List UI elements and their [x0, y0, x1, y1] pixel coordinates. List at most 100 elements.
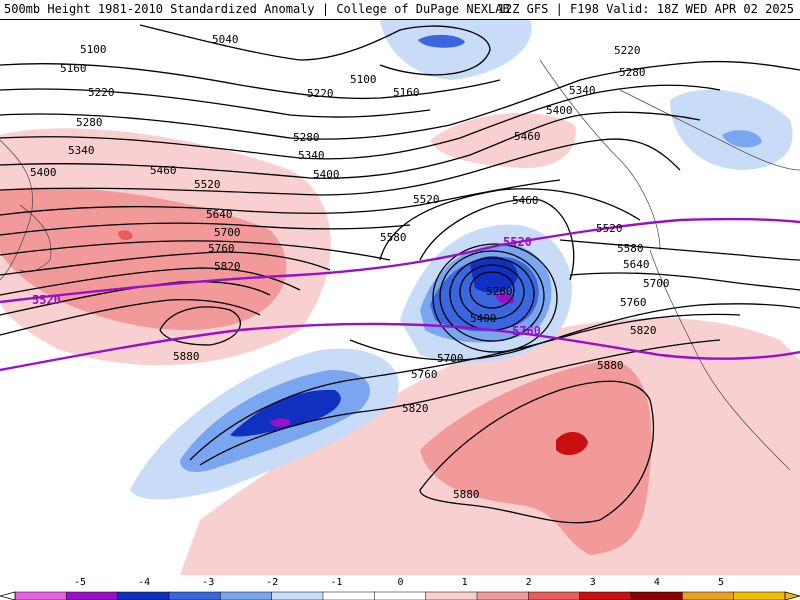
- colorbar-cell: [528, 591, 581, 600]
- purple-contour-5760: [0, 322, 800, 372]
- purple-contour-label: 5520: [503, 235, 532, 249]
- contour-east-5760: [189, 313, 741, 461]
- contour-5100: [0, 63, 501, 100]
- contour-5220: [0, 60, 800, 140]
- anomaly-negative-trough-center: [270, 418, 291, 427]
- contour-east-5640: [569, 272, 800, 291]
- contour-label: 5640: [623, 258, 650, 271]
- contour-label: 5160: [393, 86, 420, 99]
- low-ring-1: [469, 271, 515, 309]
- contour-label: 5400: [30, 166, 57, 179]
- contour-label: 5460: [150, 164, 177, 177]
- contour-label: 5880: [453, 488, 480, 501]
- contour-5040: [139, 24, 491, 76]
- contour-label: 5820: [402, 402, 429, 415]
- contour-east-5820: [199, 339, 721, 466]
- purple-contour-label: 5520: [32, 293, 61, 307]
- colorbar-cell: [220, 591, 273, 600]
- coastline-alaska: [539, 59, 661, 251]
- colorbar-cell: [168, 591, 222, 600]
- colorbar-cell: [374, 591, 427, 600]
- contour-label: 5640: [206, 208, 233, 221]
- contour-label: 5760: [208, 242, 235, 255]
- purple-labels: 5520 5520 5760: [32, 235, 541, 338]
- contour-east-5580: [559, 239, 800, 261]
- contour-label: 5220: [614, 44, 641, 57]
- contour-low-5460: [419, 198, 575, 281]
- colorbar-right-arrow: [784, 591, 800, 600]
- contour-5880-south: [419, 380, 655, 524]
- low-ring-5: [432, 243, 558, 353]
- contour-low-5520: [379, 188, 641, 261]
- anomaly-negative-gulf: [670, 89, 793, 170]
- contour-label: 5340: [298, 149, 325, 162]
- anomaly-negative-north-inner: [418, 34, 465, 48]
- contour-label: 5220: [307, 87, 334, 100]
- colorbar-cells: [14, 591, 786, 600]
- purple-contour-label: 5760: [512, 324, 541, 338]
- anomaly-map: 5040 5100 5160 5220 5280 5340 5400 5460 …: [0, 20, 800, 575]
- colorbar-tick-label: -3: [202, 577, 214, 588]
- colorbar-cell: [476, 591, 530, 600]
- colorbar-cell: [579, 591, 632, 600]
- model-run-info: 12Z GFS | F198 Valid: 18Z WED APR 02 202…: [497, 2, 794, 16]
- contour-label: 5520: [413, 193, 440, 206]
- contour-label: 5160: [60, 62, 87, 75]
- colorbar-cell: [733, 591, 786, 600]
- contour-label: 5700: [643, 277, 670, 290]
- contour-label: 5820: [214, 260, 241, 273]
- anomaly-shading: [0, 20, 800, 575]
- contour-label: 5580: [380, 231, 407, 244]
- colorbar-cell: [425, 591, 478, 600]
- contour-label: 5520: [596, 222, 623, 235]
- contour-label: 5820: [630, 324, 657, 337]
- colorbar: -5 -4 -3 -2 -1 0 1 2 3 4 5: [0, 575, 800, 600]
- coastline-canada: [619, 89, 800, 171]
- contour-label: 5220: [88, 86, 115, 99]
- contour-5340: [0, 111, 701, 179]
- contour-5400: [0, 138, 681, 196]
- colorbar-cell: [322, 591, 376, 600]
- purple-contour-5520: [0, 217, 800, 304]
- contour-5580: [0, 240, 391, 261]
- contour-label: 5760: [620, 296, 647, 309]
- contour-label: 5880: [173, 350, 200, 363]
- contour-label: 5280: [293, 131, 320, 144]
- contour-label: 5280: [486, 285, 513, 298]
- coastline-north-america: [649, 249, 791, 471]
- colorbar-tick-label: 4: [654, 577, 660, 588]
- map-title: 500mb Height 1981-2010 Standardized Anom…: [4, 2, 510, 16]
- colorbar-cell: [117, 591, 170, 600]
- anomaly-negative-north: [380, 20, 532, 80]
- colorbar-cell: [271, 591, 324, 600]
- colorbar-tick-label: -1: [330, 577, 342, 588]
- header-bar: 500mb Height 1981-2010 Standardized Anom…: [0, 0, 800, 20]
- anomaly-negative-gulf-inner: [722, 130, 762, 148]
- colorbar-tick-label: -2: [266, 577, 278, 588]
- colorbar-svg: -5 -4 -3 -2 -1 0 1 2 3 4 5: [0, 577, 800, 600]
- anomaly-positive-south-inner: [420, 360, 652, 555]
- contour-label: 5340: [68, 144, 95, 157]
- colorbar-cell: [682, 591, 735, 600]
- contour-label: 5400: [313, 168, 340, 181]
- contour-label: 5580: [617, 242, 644, 255]
- anomaly-negative-trough-inner: [230, 389, 341, 437]
- contour-label: 5700: [437, 352, 464, 365]
- anomaly-negative-low-core: [470, 256, 518, 293]
- contour-label: 5400: [470, 312, 497, 325]
- contour-east-5700: [349, 303, 800, 361]
- contour-label: 5700: [214, 226, 241, 239]
- contour-label: 5880: [597, 359, 624, 372]
- contour-label: 5040: [212, 33, 239, 46]
- contour-label: 5100: [350, 73, 377, 86]
- contour-5820: [0, 299, 261, 336]
- contour-5160: [0, 88, 431, 118]
- contour-5520: [0, 222, 411, 236]
- contour-label: 5460: [512, 194, 539, 207]
- colorbar-tick-label: 1: [462, 577, 468, 588]
- anomaly-positive-west-core: [118, 230, 133, 240]
- colorbar-ticks: -5 -4 -3 -2 -1 0 1 2 3 4 5: [74, 577, 724, 588]
- contour-label: 5520: [194, 178, 221, 191]
- colorbar-cell: [14, 591, 68, 600]
- colorbar-tick-label: -4: [138, 577, 150, 588]
